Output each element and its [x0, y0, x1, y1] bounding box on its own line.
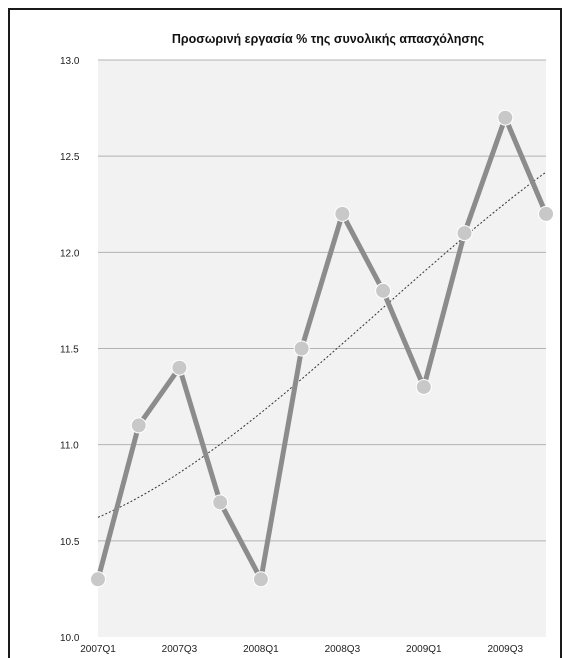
y-tick-label: 11.0	[60, 441, 79, 452]
y-tick-label: 13.0	[60, 56, 80, 67]
y-tick-label: 12.5	[60, 152, 80, 163]
data-point	[212, 494, 229, 511]
data-point	[456, 225, 473, 242]
data-point	[415, 378, 432, 395]
y-tick-label: 11.5	[60, 345, 79, 356]
x-tick-label: 2007Q3	[162, 644, 198, 655]
chart-title: Προσωρινή εργασία % της συνολικής απασχό…	[172, 32, 484, 46]
x-tick-label: 2009Q1	[406, 644, 442, 655]
plot-area: 10.0 10.5 11.0 11.5 12.0 12.5 13.0 2007Q1 2007Q3…	[60, 56, 554, 655]
data-point	[171, 359, 188, 376]
x-tick-label: 2009Q3	[487, 644, 523, 655]
data-point	[130, 417, 147, 434]
data-point	[375, 282, 392, 299]
y-tick-label: 10.0	[60, 633, 80, 644]
x-tick-label: 2008Q1	[243, 644, 279, 655]
series-line	[95, 115, 549, 582]
x-tick-label: 2007Q1	[80, 644, 116, 655]
y-tick-label: 12.0	[60, 248, 80, 259]
x-tick-label: 2008Q3	[325, 644, 361, 655]
data-point	[497, 109, 514, 126]
data-point	[293, 340, 310, 357]
data-point	[334, 205, 351, 222]
data-point	[252, 571, 269, 588]
data-point	[90, 571, 106, 588]
data-point	[538, 205, 554, 222]
y-tick-label: 10.5	[60, 537, 80, 548]
